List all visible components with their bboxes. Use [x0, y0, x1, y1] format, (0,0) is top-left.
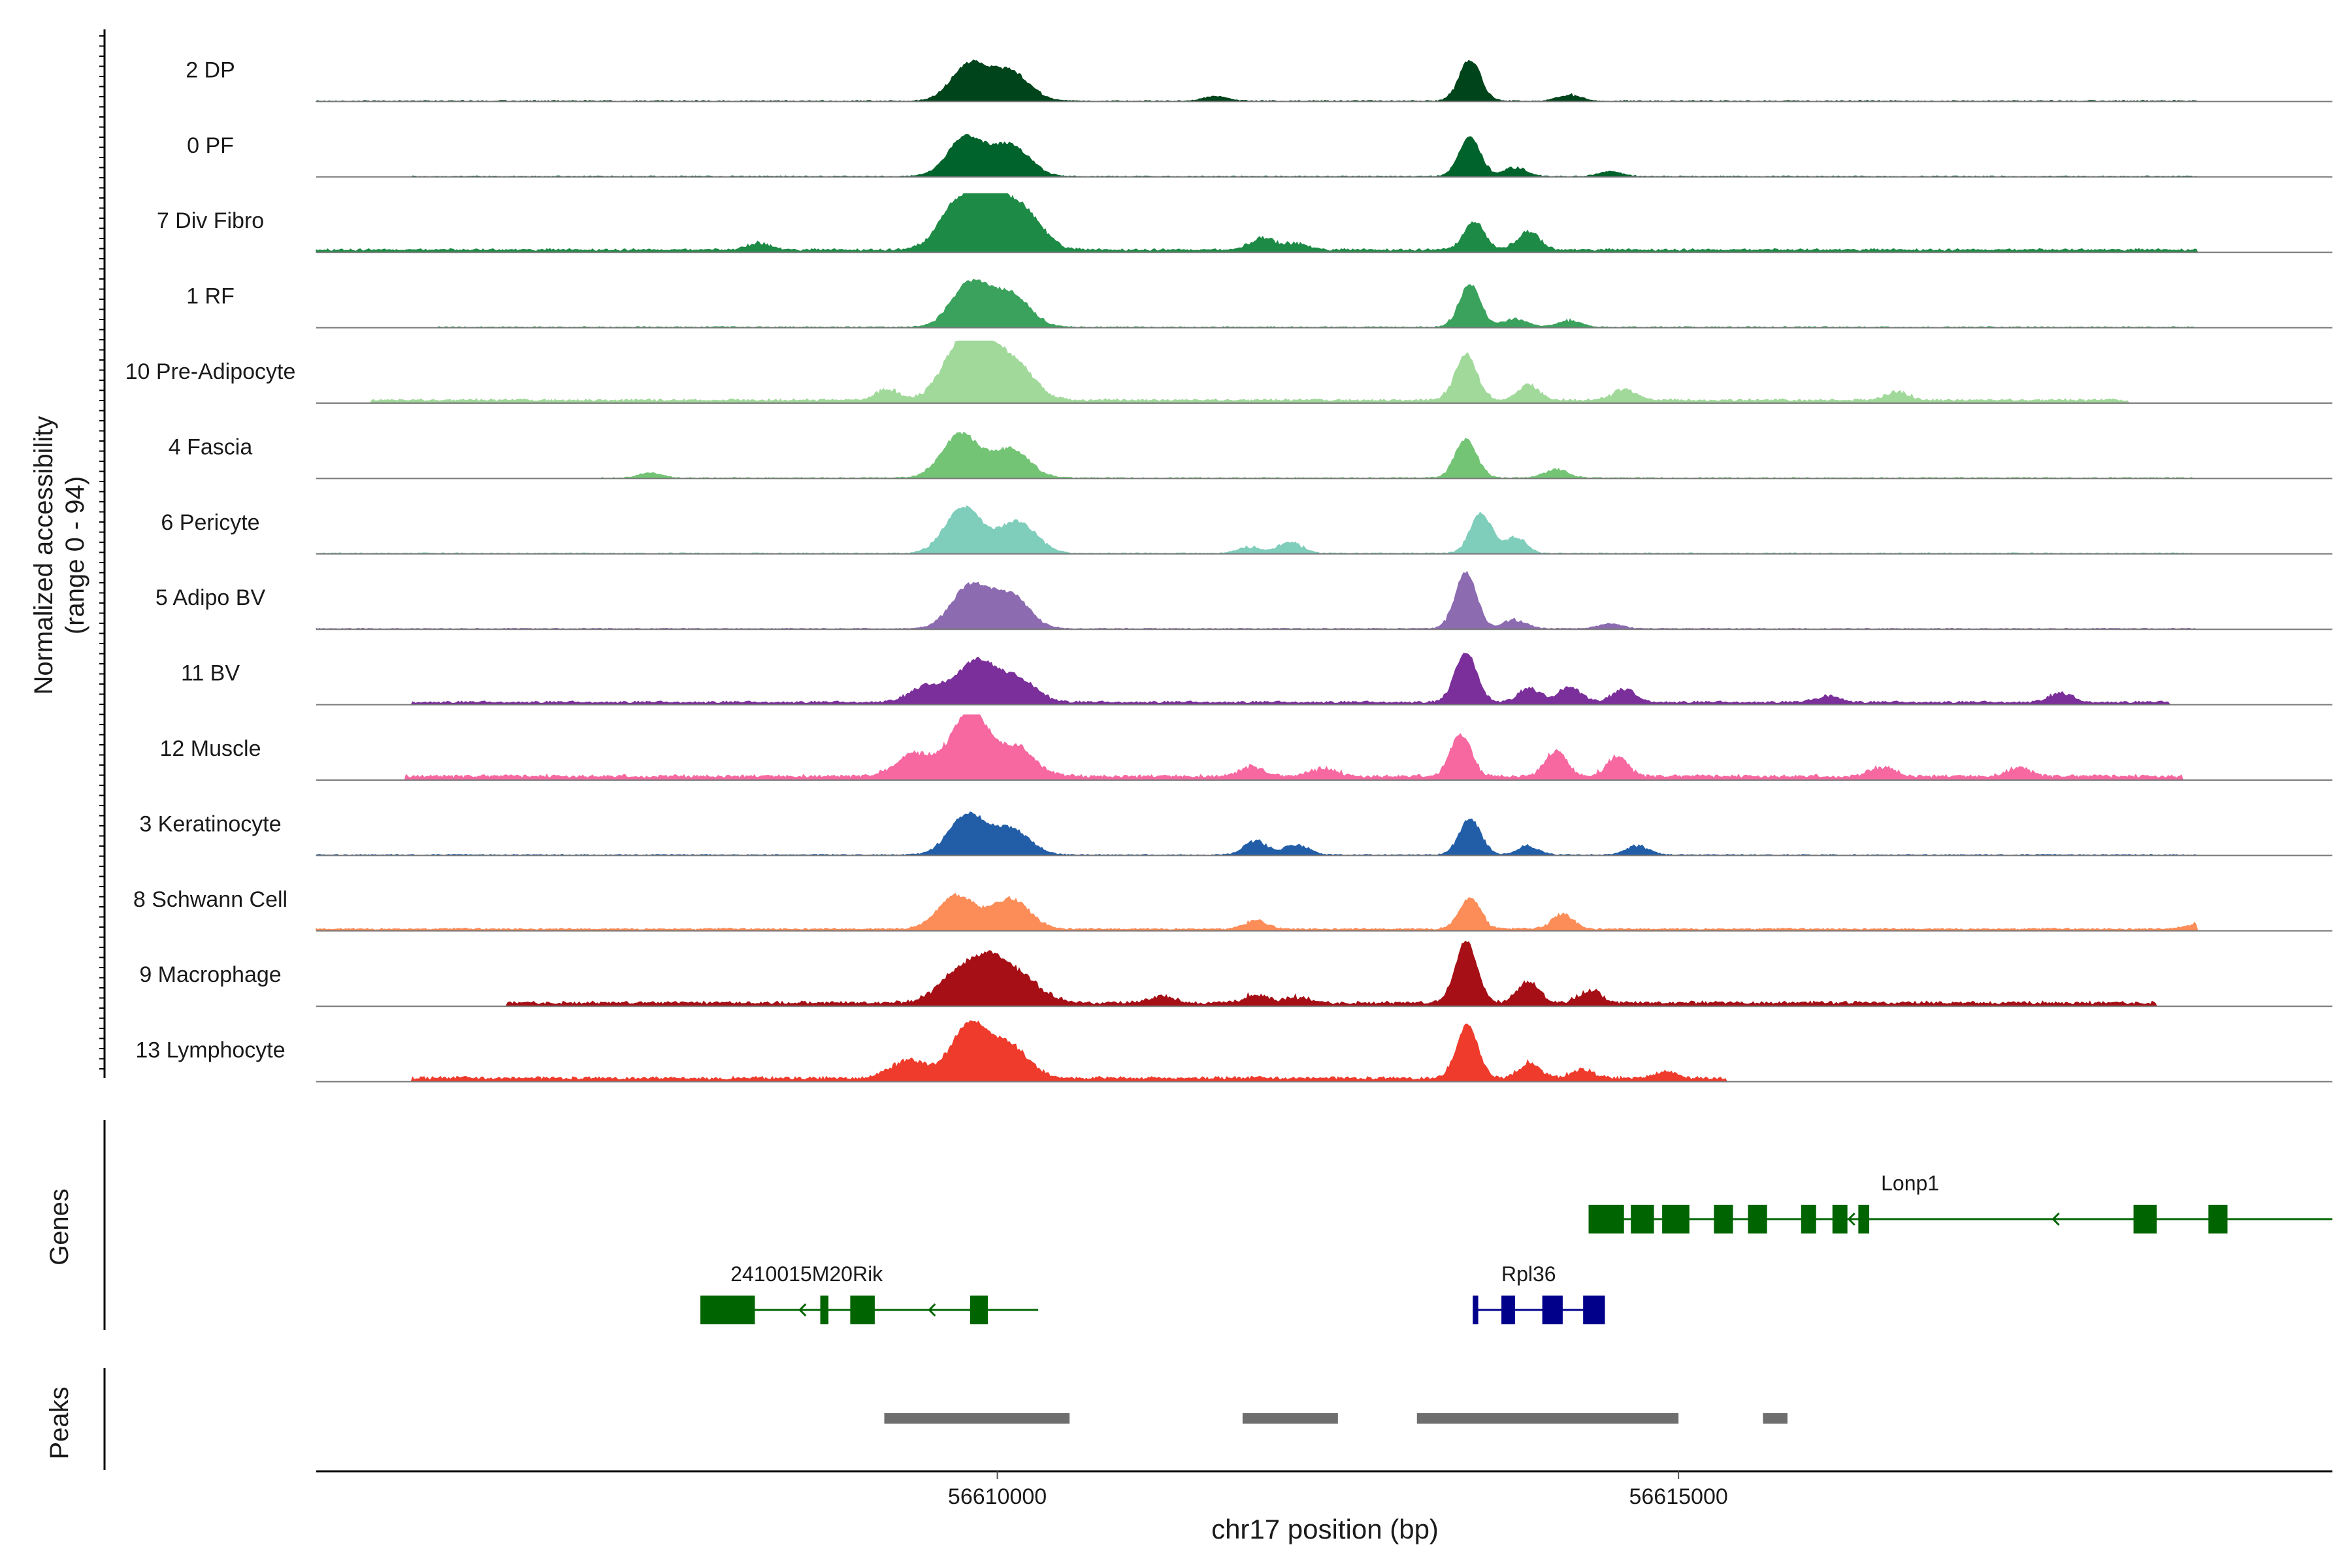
gene-label: Lonp1: [1881, 1171, 1939, 1195]
exon-block: [850, 1296, 875, 1324]
track-7-div-fibro: 7 Div Fibro: [157, 193, 2332, 253]
track-5-adipo-bv: 5 Adipo BV: [155, 570, 2332, 630]
track-label-9-macrophage: 9 Macrophage: [139, 962, 281, 987]
track-label-1-rf: 1 RF: [186, 284, 235, 309]
coverage-area-11-bv: [316, 652, 2332, 706]
gene-rpl36: Rpl36: [1473, 1262, 1605, 1324]
track-label-7-div-fibro: 7 Div Fibro: [157, 208, 264, 233]
gene-label: 2410015M20Rik: [730, 1262, 883, 1286]
y-axis-label-line1: Normalized accessibility: [29, 416, 58, 695]
gene-annotations: Lonp1 2410015M20Rik Rpl36: [700, 1171, 2332, 1324]
track-12-muscle: 12 Muscle: [160, 714, 2332, 781]
coverage-area-3-keratinocyte: [316, 811, 2332, 856]
track-label-4-fascia: 4 Fascia: [169, 434, 253, 459]
x-tick-label: 56610000: [948, 1484, 1047, 1509]
track-label-0-pf: 0 PF: [187, 133, 234, 158]
exon-block: [970, 1296, 988, 1324]
coverage-area-4-fascia: [316, 431, 2332, 479]
coverage-area-6-pericyte: [316, 505, 2332, 555]
track-label-8-schwann-cell: 8 Schwann Cell: [133, 887, 287, 912]
strand-arrow: [928, 1303, 936, 1317]
exon-block: [1583, 1296, 1605, 1324]
track-label-12-muscle: 12 Muscle: [160, 736, 261, 761]
peak-bar: [884, 1413, 1070, 1424]
track-6-pericyte: 6 Pericyte: [161, 505, 2332, 555]
track-label-11-bv: 11 BV: [181, 661, 240, 686]
track-1-rf: 1 RF: [186, 278, 2332, 329]
strand-arrow: [798, 1303, 807, 1317]
strand-arrow: [2051, 1212, 2060, 1226]
exon-block: [1588, 1205, 1624, 1233]
track-label-6-pericyte: 6 Pericyte: [161, 510, 259, 535]
track-8-schwann-cell: 8 Schwann Cell: [133, 887, 2332, 932]
track-4-fascia: 4 Fascia: [169, 431, 2332, 480]
x-tick-label: 56615000: [1629, 1484, 1727, 1509]
y-axis-label-line2: (range 0 - 94): [61, 476, 90, 634]
coverage-area-10-pre-adipocyte: [316, 340, 2332, 404]
coverage-area-12-muscle: [316, 714, 2332, 781]
peak-bar: [1763, 1413, 1788, 1424]
gene-lonp1: Lonp1: [1588, 1171, 2332, 1233]
exon-block: [820, 1296, 829, 1324]
coverage-area-8-schwann-cell: [316, 892, 2332, 932]
track-11-bv: 11 BV: [181, 652, 2332, 706]
exon-block: [1832, 1205, 1848, 1233]
coverage-tracks: 2 DP 0 PF 7 Div Fibro 1 RF 10 Pre-Adipocyte 4…: [125, 57, 2332, 1083]
coverage-area-1-rf: [316, 278, 2332, 329]
exon-block: [1501, 1296, 1515, 1324]
coverage-area-13-lymphocyte: [316, 1020, 2332, 1083]
coverage-area-5-adipo-bv: [316, 570, 2332, 630]
exon-block: [1801, 1205, 1816, 1233]
track-label-2-dp: 2 DP: [186, 57, 235, 82]
exon-block: [1631, 1205, 1654, 1233]
strand-arrow: [1847, 1212, 1855, 1226]
coverage-area-7-div-fibro: [316, 193, 2332, 253]
exon-block: [2208, 1205, 2228, 1233]
axes: 56610000 56615000: [99, 29, 2332, 1509]
exon-block: [1748, 1205, 1767, 1233]
track-label-5-adipo-bv: 5 Adipo BV: [155, 585, 266, 610]
exon-block: [1858, 1205, 1870, 1233]
gene-label: Rpl36: [1501, 1262, 1556, 1286]
track-10-pre-adipocyte: 10 Pre-Adipocyte: [125, 340, 2332, 404]
exon-block: [700, 1296, 755, 1324]
track-label-13-lymphocyte: 13 Lymphocyte: [135, 1038, 285, 1063]
track-0-pf: 0 PF: [187, 133, 2332, 178]
exon-block: [1542, 1296, 1563, 1324]
exon-block: [1662, 1205, 1690, 1233]
coverage-area-9-macrophage: [316, 940, 2332, 1007]
coverage-area-2-dp: [316, 59, 2332, 102]
exon-block: [1714, 1205, 1733, 1233]
y-axis-ticks: [99, 35, 105, 1070]
coverage-area-0-pf: [316, 133, 2332, 178]
track-13-lymphocyte: 13 Lymphocyte: [135, 1020, 2332, 1083]
genes-section-label: Genes: [45, 1188, 74, 1266]
exon-block: [2133, 1205, 2157, 1233]
track-label-10-pre-adipocyte: 10 Pre-Adipocyte: [125, 359, 296, 384]
peaks-section-label: Peaks: [45, 1386, 74, 1459]
track-2-dp: 2 DP: [186, 57, 2332, 103]
gene-2410015m20rik: 2410015M20Rik: [700, 1262, 1039, 1324]
x-axis-title: chr17 position (bp): [1211, 1514, 1439, 1544]
track-label-3-keratinocyte: 3 Keratinocyte: [139, 811, 281, 836]
peak-bar: [1242, 1413, 1338, 1424]
peak-annotations: [884, 1413, 1788, 1424]
exon-block: [1473, 1296, 1478, 1324]
track-9-macrophage: 9 Macrophage: [139, 940, 2332, 1007]
track-3-keratinocyte: 3 Keratinocyte: [139, 811, 2332, 857]
peak-bar: [1416, 1413, 1679, 1424]
